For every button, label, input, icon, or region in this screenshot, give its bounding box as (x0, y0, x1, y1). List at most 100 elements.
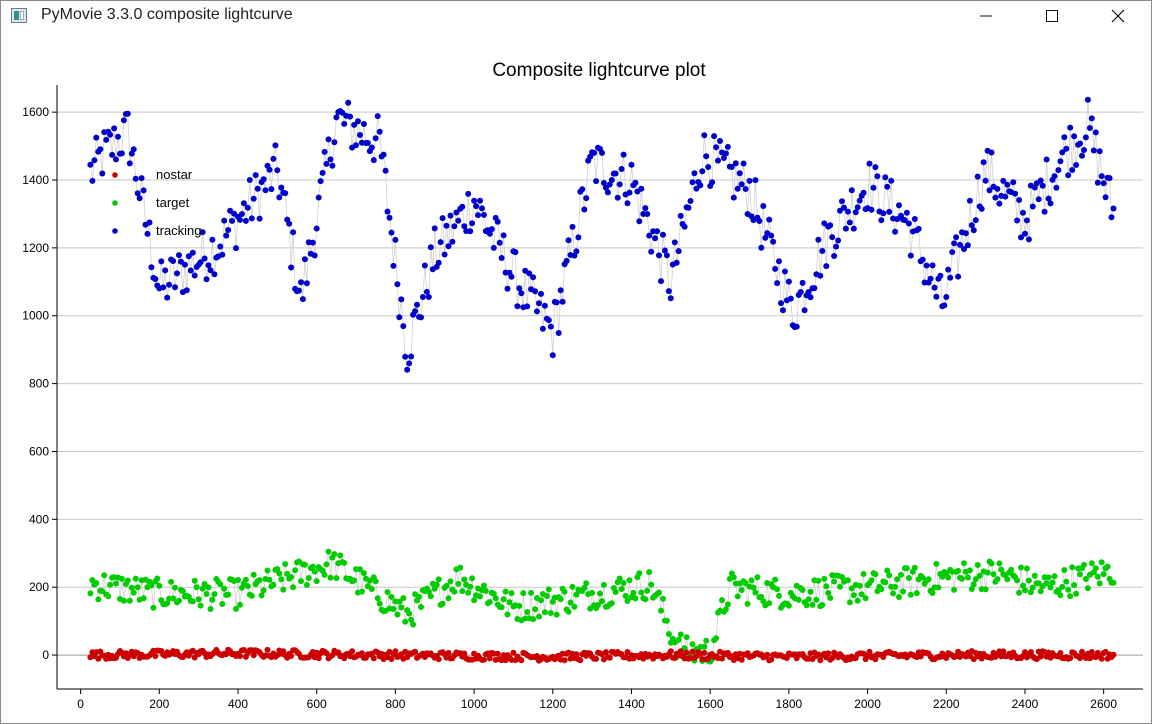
x-tick-label: 1400 (618, 697, 645, 711)
data-point-target (258, 592, 265, 599)
data-point-tracking (238, 211, 245, 217)
data-point-tracking (593, 178, 600, 185)
data-point-nostar (518, 657, 525, 664)
data-point-target (368, 586, 375, 592)
data-point-nostar (624, 649, 631, 655)
data-point-target (384, 589, 391, 596)
data-point-target (331, 551, 338, 558)
data-point-tracking (628, 161, 635, 168)
data-point-target (807, 588, 814, 595)
data-point-target (402, 618, 409, 625)
close-icon (1111, 9, 1125, 23)
data-point-tracking (888, 177, 895, 184)
data-point-tracking (738, 181, 745, 188)
data-point-tracking (793, 323, 800, 330)
data-point-target (313, 578, 320, 585)
data-point-target (996, 560, 1003, 567)
data-point-tracking (734, 185, 741, 192)
data-point-tracking (943, 294, 950, 300)
data-point-tracking (955, 273, 962, 280)
data-point-tracking (638, 185, 645, 192)
data-point-tracking (866, 160, 873, 167)
data-point-tracking (250, 195, 257, 202)
data-point-target (597, 590, 603, 597)
close-button[interactable] (1095, 1, 1141, 31)
data-point-tracking (536, 300, 542, 307)
data-point-target (410, 621, 417, 628)
data-point-tracking (396, 314, 403, 321)
data-point-tracking (724, 143, 731, 150)
data-point-target (1031, 572, 1038, 579)
data-point-nostar (392, 648, 399, 655)
data-point-target (774, 586, 781, 593)
data-point-tracking (166, 281, 173, 288)
data-point-target (1049, 579, 1056, 586)
data-point-tracking (97, 146, 104, 153)
data-point-tracking (815, 236, 822, 243)
minimize-button[interactable] (963, 1, 1009, 31)
data-point-target (205, 584, 212, 591)
legend-marker-nostar (112, 172, 118, 178)
data-point-tracking (425, 294, 432, 300)
data-point-tracking (404, 366, 411, 373)
data-point-tracking (787, 295, 794, 302)
data-point-target (622, 592, 629, 599)
data-point-target (480, 582, 487, 589)
data-point-tracking (854, 204, 861, 211)
data-point-tracking (776, 258, 782, 265)
data-point-tracking (1041, 208, 1048, 215)
maximize-button[interactable] (1029, 1, 1075, 31)
data-point-target (905, 575, 912, 581)
data-point-tracking (453, 209, 460, 216)
data-point-tracking (996, 200, 1003, 207)
data-point-target (244, 583, 251, 590)
data-point-tracking (632, 179, 639, 186)
data-point-tracking (132, 175, 139, 182)
data-point-nostar (486, 655, 493, 662)
data-point-target (1081, 561, 1087, 568)
data-point-tracking (290, 229, 297, 236)
data-point-tracking (118, 150, 125, 157)
data-point-nostar (667, 648, 674, 655)
data-point-tracking (604, 189, 611, 196)
data-point-target (583, 580, 590, 587)
data-point-tracking (189, 249, 196, 256)
data-point-target (288, 574, 295, 580)
data-point-tracking (905, 220, 912, 227)
data-point-tracking (541, 302, 548, 309)
data-point-nostar (445, 649, 452, 656)
data-point-tracking (107, 131, 114, 138)
data-point-tracking (272, 142, 279, 149)
data-point-tracking (581, 206, 588, 213)
plot-area[interactable]: Composite lightcurve plot 0 200 400 600 800 1… (1, 31, 1151, 723)
data-point-target (1016, 589, 1023, 596)
data-point-target (536, 613, 542, 620)
data-point-tracking (931, 284, 938, 291)
data-point-target (642, 596, 649, 603)
data-point-tracking (1079, 152, 1085, 159)
data-point-target (648, 581, 655, 588)
data-point-target (1018, 564, 1024, 571)
data-point-tracking (500, 232, 507, 239)
data-point-target (132, 575, 139, 582)
data-point-tracking (772, 265, 779, 272)
data-point-target (172, 584, 178, 591)
data-point-tracking (711, 133, 718, 140)
data-point-tracking (382, 167, 389, 174)
x-tick-label: 2400 (1012, 697, 1039, 711)
data-point-tracking (636, 218, 643, 225)
data-point-tracking (158, 258, 165, 265)
data-point-tracking (911, 216, 918, 222)
data-point-target (118, 575, 125, 582)
title-bar[interactable]: PyMovie 3.3.0 composite lightcurve (1, 1, 1151, 31)
data-point-tracking (677, 212, 684, 219)
data-point-target (1029, 584, 1036, 591)
data-point-target (341, 559, 348, 566)
data-point-target (309, 563, 316, 570)
data-point-tracking (164, 294, 171, 301)
data-point-tracking (1059, 149, 1066, 156)
data-point-target (636, 570, 643, 577)
data-point-tracking (1100, 180, 1107, 187)
lightcurve-plot[interactable]: Composite lightcurve plot 0 200 400 600 800 1… (1, 31, 1151, 723)
data-point-target (408, 616, 415, 623)
